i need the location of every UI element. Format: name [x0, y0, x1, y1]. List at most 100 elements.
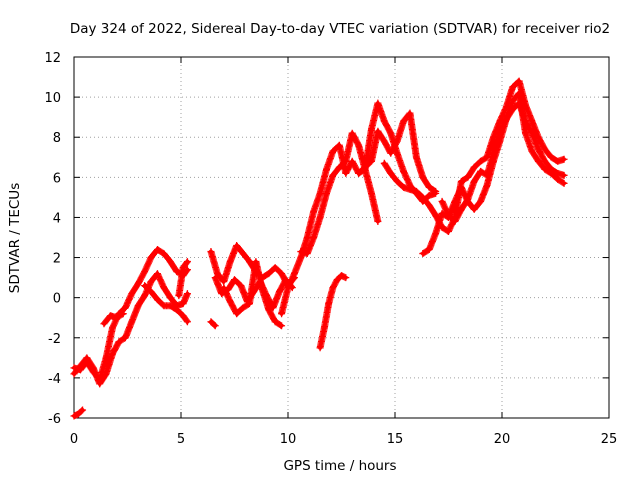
data-point [528, 117, 536, 125]
data-point [160, 284, 168, 292]
series-line [72, 247, 190, 382]
data-point [374, 127, 382, 135]
data-point [534, 145, 542, 153]
data-point [207, 318, 215, 326]
data-point [303, 234, 311, 241]
data-point [278, 270, 286, 278]
data-point [387, 169, 395, 177]
series-line [221, 259, 284, 328]
data-point [393, 149, 401, 157]
data-point [113, 314, 121, 322]
series-line [440, 101, 567, 224]
data-point [554, 157, 562, 165]
data-point [121, 304, 129, 312]
data-point [220, 278, 228, 286]
data-point [400, 183, 408, 191]
data-point [547, 165, 555, 173]
data-point [325, 300, 333, 308]
data-point [166, 258, 174, 266]
series-line [101, 311, 126, 326]
data-point [303, 250, 311, 258]
data-point [226, 258, 234, 266]
series-arc-13 [355, 109, 440, 195]
data-point [74, 410, 82, 418]
series-arc-10 [220, 258, 286, 330]
data-point [297, 254, 305, 262]
data-point [496, 129, 504, 137]
data-point [220, 284, 228, 292]
data-point [160, 250, 168, 258]
data-point [141, 268, 149, 276]
data-point [367, 125, 375, 133]
data-point [534, 133, 542, 141]
data-point [237, 282, 245, 290]
data-point [400, 117, 408, 125]
data-point [115, 338, 123, 346]
data-point [320, 324, 328, 332]
data-point [333, 276, 341, 284]
data-point [338, 272, 345, 280]
data-point [147, 278, 155, 286]
data-point [355, 141, 363, 149]
data-point [387, 129, 395, 137]
data-point [211, 274, 219, 282]
data-point [258, 286, 266, 294]
data-point [275, 288, 283, 296]
data-point [128, 318, 136, 326]
y-tick-label: 0 [53, 292, 61, 307]
y-tick-label: 10 [44, 91, 61, 106]
data-point [432, 187, 440, 195]
data-point [290, 270, 298, 278]
y-tick-label: 8 [53, 131, 61, 146]
data-point [554, 175, 562, 183]
data-point [445, 227, 452, 235]
data-point [213, 270, 221, 278]
data-point [477, 197, 485, 205]
data-point [119, 310, 127, 318]
data-point [79, 406, 87, 414]
data-point [400, 167, 408, 175]
data-point [106, 312, 114, 320]
data-point [173, 306, 181, 314]
data-point [310, 234, 318, 241]
data-point [361, 163, 369, 171]
data-point [179, 264, 187, 272]
data-point [425, 191, 433, 199]
x-tick-label: 25 [601, 432, 618, 447]
data-point [451, 217, 459, 225]
data-point [515, 89, 523, 97]
data-point [316, 213, 324, 221]
data-point [278, 310, 286, 318]
data-point [477, 167, 485, 175]
data-point [534, 157, 542, 165]
x-tick-label: 5 [177, 432, 185, 447]
data-point [374, 99, 382, 107]
data-point [547, 153, 555, 161]
data-point [128, 290, 136, 298]
data-point [560, 171, 568, 179]
series-arc-7 [207, 318, 219, 330]
data-point [502, 115, 510, 123]
data-point [147, 254, 155, 262]
data-point [175, 292, 183, 300]
x-tick-label: 10 [280, 432, 297, 447]
data-point [451, 197, 459, 205]
data-point [522, 129, 530, 137]
tick-labels: 0 5 10 15 20 25 -6 -4 -2 0 2 4 6 8 10 12 [44, 51, 617, 447]
data-point [445, 211, 452, 219]
data-point [470, 205, 478, 213]
data-point [509, 83, 517, 91]
data-point [231, 276, 238, 284]
series-arc-6 [175, 258, 191, 300]
data-point [560, 179, 568, 187]
data-point [425, 183, 433, 191]
data-point [457, 183, 465, 191]
data-point [541, 165, 549, 173]
series-arc-16 [419, 89, 568, 258]
data-point [160, 302, 168, 310]
data-point [226, 298, 234, 306]
data-point [183, 266, 191, 274]
data-point [297, 248, 305, 256]
data-point [355, 169, 363, 177]
data-point [83, 354, 91, 362]
